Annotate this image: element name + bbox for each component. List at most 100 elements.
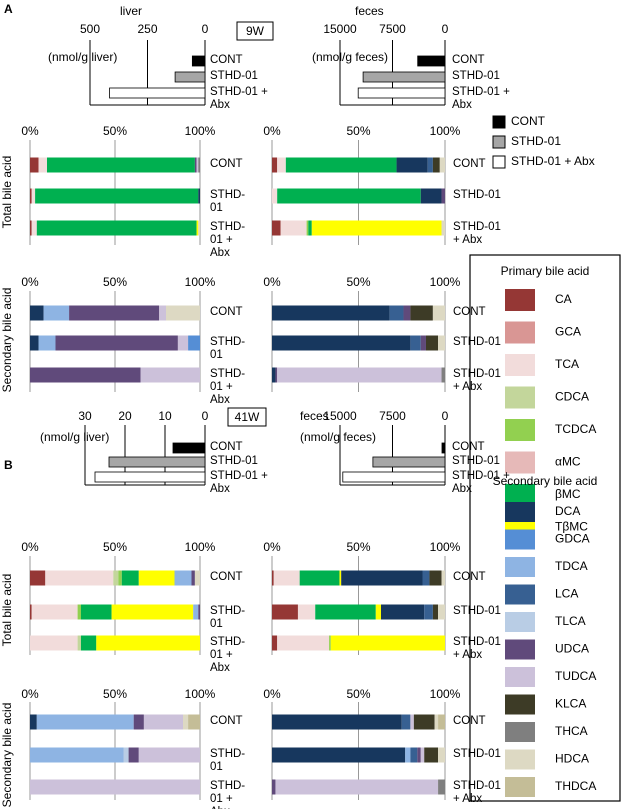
category-label: STHD-01 [210, 455, 258, 467]
bar-segment [277, 635, 330, 651]
x-tick-label: 0 [202, 22, 209, 36]
bar-segment [410, 305, 433, 321]
legend-swatch [505, 354, 535, 376]
x-tick-label: 100% [185, 687, 216, 701]
bar-segment [413, 714, 435, 730]
legend-swatch [505, 419, 535, 441]
panel-label: A [4, 2, 13, 16]
bar-segment [36, 714, 134, 730]
bar [441, 442, 446, 454]
bar-segment [427, 157, 433, 173]
legend-swatch [492, 155, 506, 169]
bar-segment [38, 157, 47, 173]
bar-segment [410, 747, 418, 763]
category-label: STHD-01 [453, 336, 501, 348]
bar-segment [272, 367, 276, 383]
bar [357, 87, 446, 99]
bar-segment [420, 335, 426, 351]
bar-segment [183, 714, 189, 730]
legend-swatch [505, 557, 535, 577]
bar-segment [401, 714, 411, 730]
x-tick-label: 50% [346, 124, 370, 138]
x-tick-label: 20 [118, 409, 132, 423]
bar-segment [177, 335, 189, 351]
bar [108, 456, 206, 468]
bar-segment [272, 188, 278, 204]
bar-segment [30, 220, 32, 236]
x-tick-label: 0% [21, 124, 39, 138]
category-label: STHD-01 + Abx [210, 86, 268, 111]
x-tick-label: 30 [78, 409, 92, 423]
category-label: STHD-01 + Abx [210, 221, 246, 259]
legend-swatch [505, 722, 535, 742]
bar-segment [277, 367, 442, 383]
chart-title: feces [355, 4, 384, 18]
legend-label: LCA [555, 587, 578, 601]
bar-segment [380, 604, 425, 620]
bar-segment [198, 220, 200, 236]
x-tick-label: 50% [103, 275, 127, 289]
bar-segment [441, 220, 445, 236]
x-axis-label: (nmol/g feces) [300, 430, 376, 444]
bar-segment [45, 570, 114, 586]
bar-segment [410, 714, 414, 730]
legend-swatch [505, 694, 535, 715]
legend-swatch [505, 777, 535, 797]
bar-segment [30, 714, 37, 730]
legend-label: TβMC [555, 520, 588, 534]
category-label: STHD-01 [453, 748, 501, 760]
x-tick-label: 100% [185, 124, 216, 138]
legend-swatch [505, 584, 535, 605]
bar-segment [30, 604, 32, 620]
bar-segment [434, 714, 439, 730]
time-label: 9W [246, 24, 265, 38]
x-tick-label: 0% [21, 275, 39, 289]
legend-label: CDCA [555, 390, 589, 404]
bar [172, 442, 206, 454]
category-label: STHD-01 + Abx [210, 636, 246, 674]
bar-segment [275, 367, 278, 383]
bar-segment [438, 779, 445, 795]
bar-segment [272, 570, 274, 586]
bar-segment [193, 604, 199, 620]
legend-label: STHD-01 [511, 134, 561, 148]
bar-segment [38, 335, 56, 351]
category-label: STHD-01 [210, 605, 246, 630]
bar-segment [30, 188, 32, 204]
bar-segment [405, 747, 411, 763]
bar-segment [81, 635, 97, 651]
bar-segment [438, 714, 445, 730]
legend-swatch [505, 749, 535, 770]
legend-title: Primary bile acid [501, 264, 590, 278]
bar-segment [438, 335, 445, 351]
category-label: CONT [210, 441, 243, 453]
x-tick-label: 0% [21, 687, 39, 701]
x-tick-label: 0% [263, 275, 281, 289]
bar-segment [311, 220, 442, 236]
x-axis-label: (nmol/g liver) [40, 430, 109, 444]
bar-segment [118, 570, 122, 586]
legend-label: TCDCA [555, 422, 596, 436]
bar-segment [315, 604, 376, 620]
bar-segment [77, 635, 81, 651]
bar-segment [297, 604, 316, 620]
bar-segment [432, 157, 440, 173]
category-label: CONT [210, 54, 243, 66]
bar-segment [438, 747, 445, 763]
bar [372, 456, 446, 468]
y-axis-label: Total bile acid [0, 574, 14, 647]
bar-segment [272, 714, 402, 730]
x-tick-label: 50% [103, 687, 127, 701]
bar-segment [174, 570, 192, 586]
x-tick-label: 100% [185, 275, 216, 289]
legend-label: αMC [555, 455, 581, 469]
bar-segment [438, 604, 445, 620]
bar-segment [420, 188, 442, 204]
legend-swatch [505, 529, 535, 550]
category-label: STHD-01 [210, 189, 246, 214]
x-tick-label: 50% [346, 275, 370, 289]
bar-segment [111, 604, 194, 620]
panel-label: B [4, 458, 13, 472]
bar-segment [272, 335, 411, 351]
